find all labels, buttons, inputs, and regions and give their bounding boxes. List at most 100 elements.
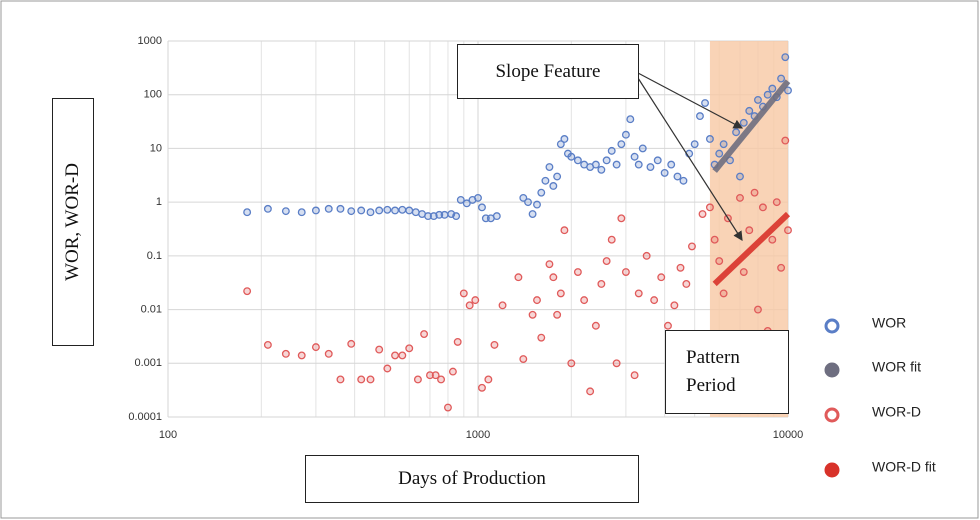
point <box>670 301 679 310</box>
point <box>413 375 422 384</box>
point <box>777 263 786 272</box>
point <box>567 152 576 161</box>
point <box>549 273 558 282</box>
arrow <box>637 72 744 129</box>
point <box>437 375 446 384</box>
point <box>736 172 744 181</box>
point <box>533 200 541 209</box>
point <box>660 168 669 177</box>
point <box>612 160 621 169</box>
point <box>758 203 767 212</box>
point <box>243 287 252 296</box>
point <box>391 351 399 360</box>
point <box>541 176 550 185</box>
point <box>405 344 414 353</box>
point <box>626 115 635 124</box>
legend-label: WOR-D <box>872 404 921 420</box>
point <box>545 163 554 172</box>
point <box>732 128 741 137</box>
point <box>638 144 647 153</box>
point <box>297 208 306 217</box>
y-axis-label: WOR, WOR-D <box>62 163 84 281</box>
point <box>424 212 432 221</box>
point <box>528 210 537 219</box>
y-tick-label: 10 <box>150 142 162 154</box>
point <box>679 176 688 185</box>
point <box>465 301 474 310</box>
point <box>688 242 696 251</box>
point <box>586 387 595 396</box>
point <box>768 235 777 244</box>
legend-marker <box>824 362 840 378</box>
point <box>281 207 290 216</box>
point <box>630 371 639 380</box>
point <box>347 207 356 216</box>
y-tick-label: 100 <box>144 89 162 101</box>
y-tick-label: 0.001 <box>134 357 162 369</box>
point <box>243 208 252 217</box>
point <box>347 339 356 348</box>
plot-area: 100 1000 10000 0.0001 0.001 0.01 0.1 1 10 100 1000 <box>128 35 803 441</box>
point <box>444 403 452 412</box>
legend-label: WOR fit <box>872 359 921 375</box>
point <box>602 156 611 165</box>
point <box>311 206 320 215</box>
point <box>745 226 754 235</box>
point <box>553 172 562 181</box>
point <box>490 340 499 349</box>
point <box>281 349 290 358</box>
point <box>621 268 630 276</box>
legend-marker <box>824 407 840 423</box>
point <box>696 112 704 121</box>
point <box>366 375 375 384</box>
point <box>456 195 465 204</box>
point <box>781 136 790 145</box>
point <box>715 257 724 266</box>
point <box>560 135 569 143</box>
point <box>617 214 626 223</box>
point <box>492 212 501 221</box>
point <box>452 212 461 221</box>
point <box>398 205 407 214</box>
legend-label: WOR <box>872 315 906 331</box>
y-tick-label: 1 <box>156 196 162 208</box>
point <box>297 351 306 360</box>
point <box>772 198 781 207</box>
point <box>426 371 434 380</box>
point <box>528 310 537 319</box>
point <box>375 345 384 354</box>
point <box>597 279 606 288</box>
point <box>701 99 709 107</box>
point <box>440 210 449 219</box>
y-axis-label-box: WOR, WOR-D <box>52 98 94 346</box>
point <box>484 375 493 384</box>
point <box>391 206 399 215</box>
point <box>263 204 272 213</box>
point <box>519 193 528 202</box>
point <box>745 106 754 115</box>
fit-line <box>712 79 791 173</box>
y-tick-label: 0.1 <box>147 250 162 262</box>
point <box>453 337 462 346</box>
point <box>556 289 565 298</box>
point <box>784 86 792 95</box>
x-axis-label: Days of Production <box>305 455 639 503</box>
annotation: Pattern Period <box>665 330 789 414</box>
legend-marker <box>824 318 840 334</box>
point <box>750 188 759 197</box>
legend-label: WOR-D fit <box>872 459 936 475</box>
x-tick-label: 1000 <box>466 429 490 441</box>
point <box>549 182 558 190</box>
legend-marker <box>824 462 840 478</box>
point <box>478 203 486 212</box>
point <box>405 206 414 215</box>
point <box>573 268 582 276</box>
point <box>781 53 790 62</box>
point <box>642 251 651 260</box>
point <box>383 205 392 214</box>
point <box>736 193 744 202</box>
point <box>459 289 468 298</box>
